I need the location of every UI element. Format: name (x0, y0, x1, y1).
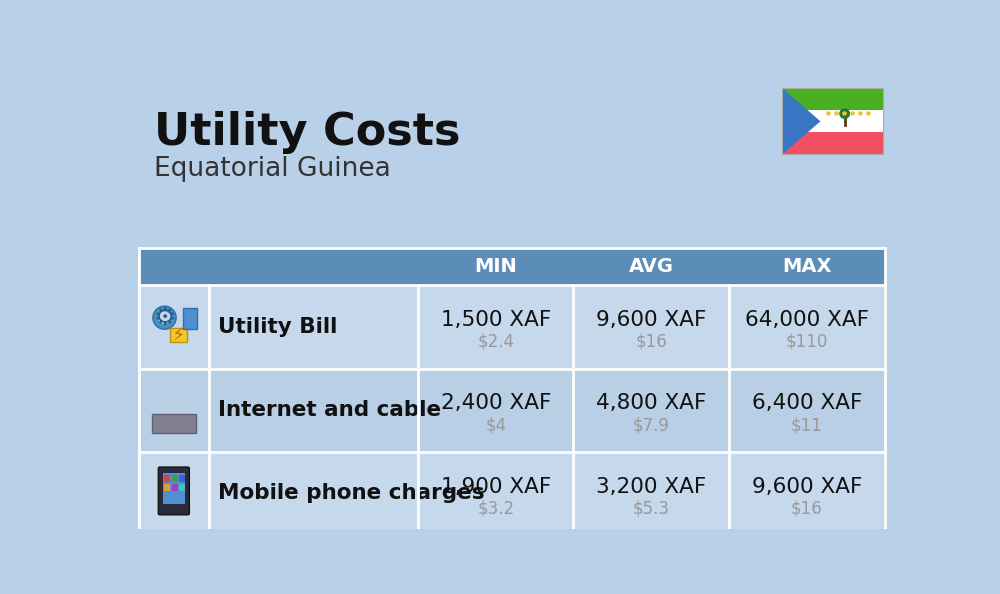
FancyBboxPatch shape (158, 467, 189, 515)
Bar (170, 328, 187, 342)
Circle shape (153, 306, 176, 329)
Polygon shape (782, 89, 820, 154)
Text: MAX: MAX (782, 257, 831, 276)
Text: Internet and cable: Internet and cable (218, 400, 441, 420)
Text: AVG: AVG (629, 257, 674, 276)
Circle shape (839, 108, 850, 119)
Bar (172, 484, 178, 491)
Text: ⚙: ⚙ (153, 306, 176, 330)
Text: Mobile phone charges: Mobile phone charges (218, 484, 485, 503)
Bar (163, 473, 185, 504)
Text: MIN: MIN (474, 257, 517, 276)
Text: 9,600 XAF: 9,600 XAF (596, 310, 706, 330)
Text: 64,000 XAF: 64,000 XAF (745, 310, 869, 330)
Text: 9,600 XAF: 9,600 XAF (752, 476, 862, 497)
Bar (782, 110, 883, 132)
Bar (179, 475, 185, 482)
Bar (139, 368, 885, 451)
Bar (782, 89, 883, 110)
Bar (172, 475, 178, 482)
Text: Utility Bill: Utility Bill (218, 317, 337, 337)
Text: $4: $4 (485, 416, 506, 434)
Text: $7.9: $7.9 (633, 416, 670, 434)
Text: 3,200 XAF: 3,200 XAF (596, 476, 706, 497)
Text: $5.3: $5.3 (633, 499, 670, 517)
Bar (152, 414, 196, 433)
Text: $3.2: $3.2 (477, 499, 514, 517)
Text: 6,400 XAF: 6,400 XAF (752, 393, 862, 413)
Bar (164, 475, 170, 482)
Text: $2.4: $2.4 (477, 333, 514, 351)
Text: 1,500 XAF: 1,500 XAF (441, 310, 551, 330)
Text: $11: $11 (791, 416, 823, 434)
Bar (139, 285, 885, 368)
Text: Utility Costs: Utility Costs (154, 111, 461, 154)
Text: 4,800 XAF: 4,800 XAF (596, 393, 706, 413)
Text: $16: $16 (635, 333, 667, 351)
Bar (782, 89, 883, 154)
Text: $16: $16 (791, 499, 823, 517)
Bar (139, 248, 885, 285)
Text: 1,900 XAF: 1,900 XAF (441, 476, 551, 497)
Bar (139, 451, 885, 535)
Bar (164, 484, 170, 491)
Text: 2,400 XAF: 2,400 XAF (441, 393, 551, 413)
Bar (183, 308, 197, 329)
Text: $110: $110 (786, 333, 828, 351)
Text: Equatorial Guinea: Equatorial Guinea (154, 156, 391, 182)
Circle shape (158, 311, 171, 324)
Bar (782, 132, 883, 154)
Bar (179, 484, 185, 491)
Text: ⚡: ⚡ (172, 326, 185, 345)
